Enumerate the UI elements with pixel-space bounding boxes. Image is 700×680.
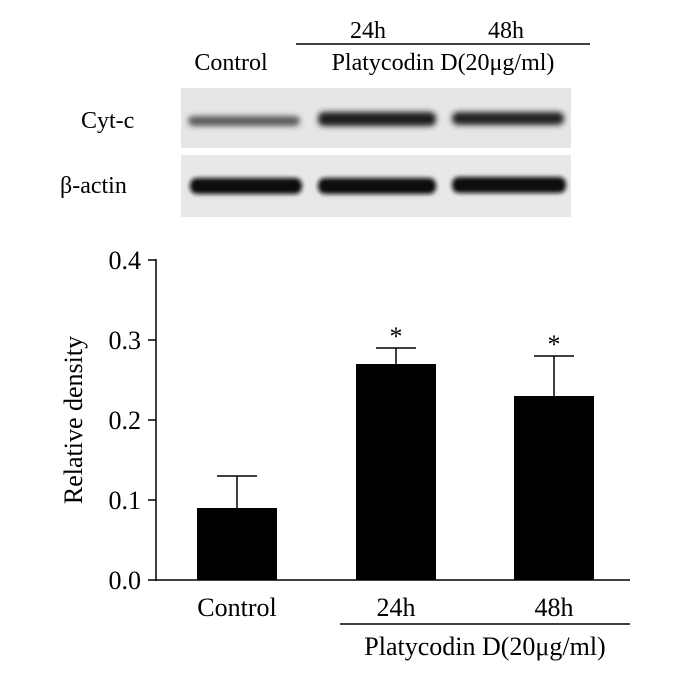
bar-48h: [514, 396, 594, 580]
bar-24h: [356, 364, 436, 580]
x-group-label: Platycodin D(20μg/ml): [364, 632, 605, 661]
significance-marker: *: [548, 330, 561, 359]
y-axis-label: Relative density: [59, 336, 88, 504]
western-blot-panel: 24h 48h Control Platycodin D(20μg/ml) Cy…: [60, 18, 590, 217]
y-tick-label: 0.2: [109, 406, 142, 435]
blot-row-label-beta-actin: β-actin: [60, 173, 127, 199]
bar-control: [197, 508, 277, 580]
bar-chart: Relative density 0.00.10.20.30.4 * * Cont…: [59, 246, 630, 661]
x-tick-label: Control: [197, 593, 276, 622]
x-axis-tick-labels: Control 24h 48h: [197, 593, 573, 622]
blot-treatment-label: Platycodin D(20μg/ml): [332, 50, 555, 76]
y-tick-label: 0.0: [109, 566, 142, 595]
blot-band-cyt-c-control: [188, 116, 300, 126]
blot-time-label-48h: 48h: [488, 18, 524, 44]
blot-control-label: Control: [194, 50, 268, 76]
significance-marker: *: [390, 322, 403, 351]
y-tick-label: 0.3: [109, 326, 142, 355]
bars-group: * *: [197, 322, 594, 580]
blot-band-actin-48h: [452, 177, 566, 193]
x-tick-label: 24h: [377, 593, 416, 622]
y-axis-ticks: 0.0 0.1 0.2 0.3 0.4: [109, 246, 156, 595]
blot-band-actin-control: [190, 178, 302, 194]
y-tick-label: 0.4: [109, 246, 142, 275]
blot-band-actin-24h: [318, 178, 436, 194]
blot-row-label-cyt-c: Cyt-c: [81, 108, 134, 134]
blot-band-cyt-c-24h: [318, 112, 436, 126]
blot-band-cyt-c-48h: [452, 112, 564, 125]
y-tick-label: 0.1: [109, 486, 142, 515]
blot-time-label-24h: 24h: [350, 18, 386, 44]
x-tick-label: 48h: [535, 593, 574, 622]
